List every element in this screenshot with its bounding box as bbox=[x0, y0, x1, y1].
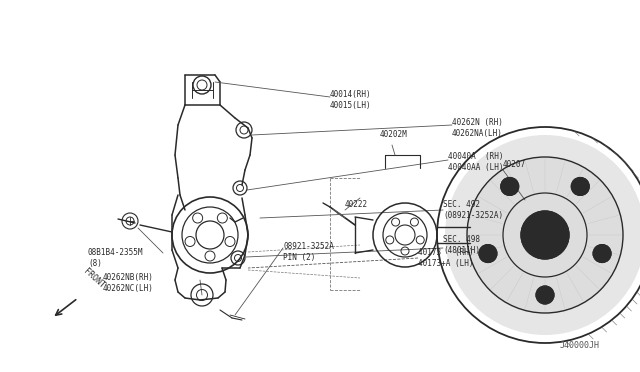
Text: 40173   (RH)
40173+A (LH): 40173 (RH) 40173+A (LH) bbox=[418, 248, 474, 269]
Text: 40040A  (RH)
40040AA (LH): 40040A (RH) 40040AA (LH) bbox=[448, 152, 504, 173]
Text: 08B1B4-2355M
(8): 08B1B4-2355M (8) bbox=[88, 248, 143, 269]
Text: 40222: 40222 bbox=[345, 200, 368, 209]
Circle shape bbox=[521, 211, 569, 259]
Text: SEC. 498
(48011H): SEC. 498 (48011H) bbox=[443, 235, 480, 256]
Circle shape bbox=[479, 244, 497, 263]
Text: 40262N (RH)
40262NA(LH): 40262N (RH) 40262NA(LH) bbox=[452, 118, 503, 138]
Text: 40262NB(RH)
40262NC(LH): 40262NB(RH) 40262NC(LH) bbox=[103, 273, 154, 294]
Circle shape bbox=[593, 244, 611, 263]
Circle shape bbox=[445, 135, 640, 335]
Circle shape bbox=[572, 177, 589, 195]
Text: SEC. 492
(08921-3252A): SEC. 492 (08921-3252A) bbox=[443, 200, 503, 221]
Text: 40014(RH)
40015(LH): 40014(RH) 40015(LH) bbox=[330, 90, 372, 110]
Circle shape bbox=[500, 177, 519, 195]
Text: 40202M: 40202M bbox=[380, 130, 408, 139]
Circle shape bbox=[536, 286, 554, 304]
Circle shape bbox=[467, 157, 623, 313]
Text: 40207: 40207 bbox=[503, 160, 526, 169]
Text: FRONT: FRONT bbox=[82, 267, 107, 290]
Text: J40000JH: J40000JH bbox=[560, 341, 600, 350]
Text: 08921-3252A
PIN (2): 08921-3252A PIN (2) bbox=[283, 242, 334, 263]
